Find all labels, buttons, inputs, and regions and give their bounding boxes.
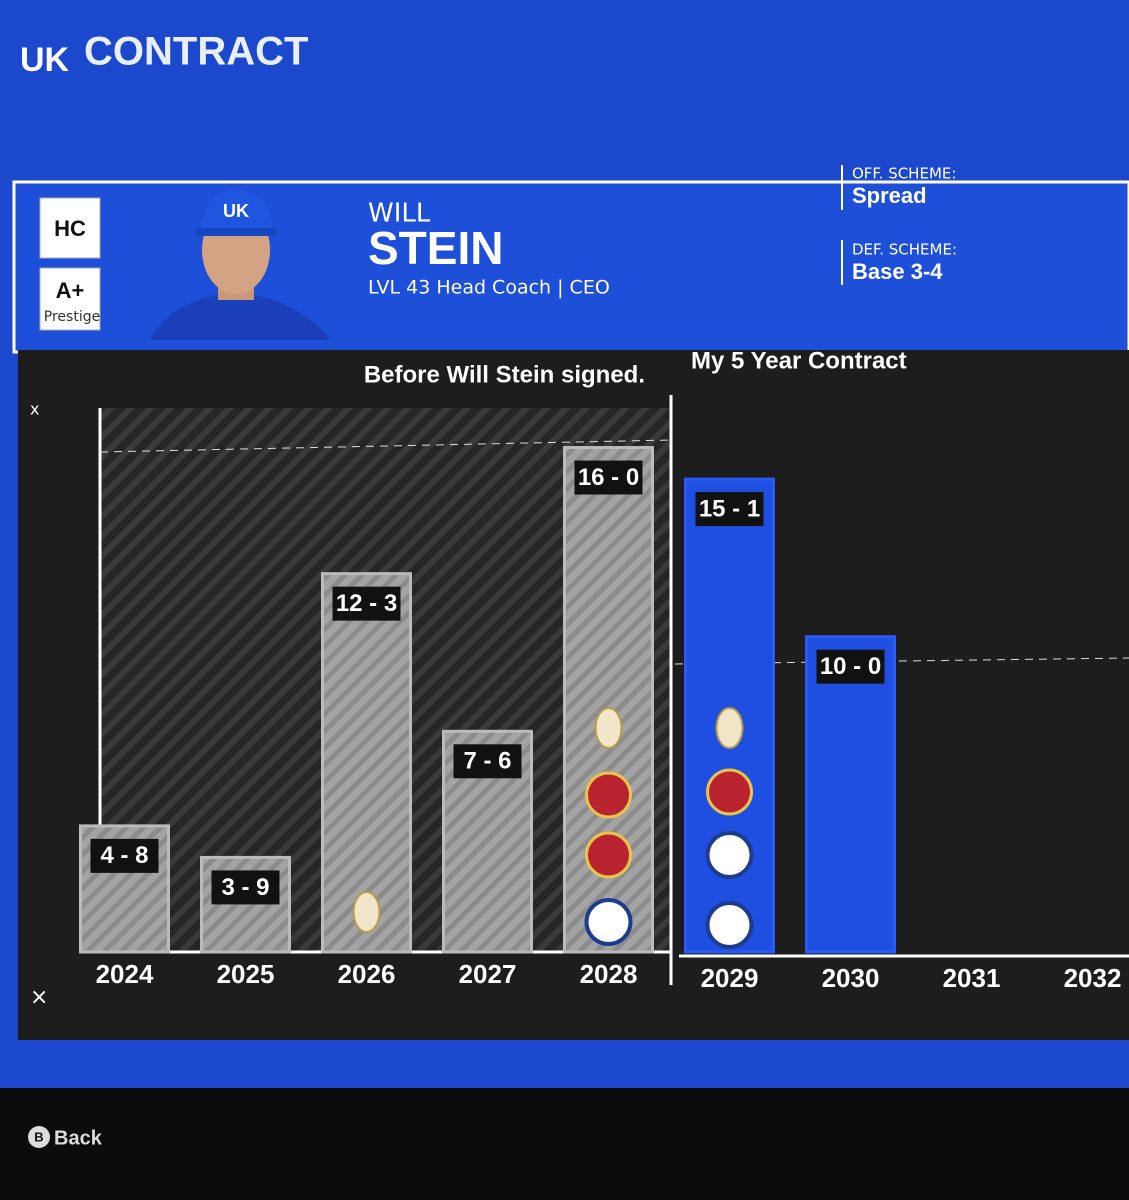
trophy-icon	[594, 707, 623, 749]
value-label-box	[211, 870, 280, 905]
bar	[805, 635, 896, 954]
x-tick-label: 2026	[338, 959, 396, 989]
last-name: STEIN	[368, 222, 503, 274]
value-label: 12 - 3	[336, 590, 397, 617]
bar	[563, 446, 654, 954]
page-title: CONTRACT	[84, 30, 308, 74]
x-tick-label: 2030	[822, 963, 880, 993]
chart: Before Will Stein signed. My 5 Year Contr…	[79, 347, 1129, 993]
value-label: 3 - 9	[221, 874, 269, 901]
conference-icon	[705, 831, 754, 879]
x-tick-label: 2032	[1064, 963, 1122, 993]
x-tick-label: 2024	[96, 959, 154, 989]
bowl-icon	[585, 831, 632, 879]
x-tick-label: 2029	[701, 963, 759, 993]
uk-logo: UK	[20, 41, 70, 79]
conference-icon	[584, 898, 633, 946]
value-label-box	[816, 649, 885, 684]
bowl-icon	[706, 768, 753, 816]
x-tick-label: 2027	[459, 959, 517, 989]
value-label: 10 - 0	[820, 653, 881, 680]
value-label-box	[332, 586, 401, 621]
footer-bar	[0, 1088, 1129, 1200]
svg-text:UK: UK	[223, 201, 249, 221]
value-label: 16 - 0	[578, 464, 639, 491]
play-diagram-mark: x	[30, 400, 39, 419]
bar	[321, 572, 412, 954]
section-title: My 5 Year Contract	[691, 347, 907, 374]
trophy-icon	[715, 707, 744, 749]
bowl-icon	[585, 771, 632, 819]
position: HC	[54, 216, 86, 241]
grade-label: Prestige	[44, 309, 100, 325]
coach-description: LVL 43 Head Coach | CEO	[368, 277, 610, 299]
position-box	[39, 197, 101, 259]
grade-box	[39, 267, 101, 331]
def-scheme-label: DEF. SCHEME:	[852, 241, 957, 259]
first-name: WILL	[368, 199, 431, 229]
off-scheme-label: OFF. SCHEME:	[852, 165, 956, 183]
section-title: Before Will Stein signed.	[364, 361, 645, 388]
x-tick-label: 2025	[217, 959, 275, 989]
def-scheme: Base 3-4	[852, 259, 943, 284]
value-label-box	[453, 744, 522, 779]
value-label-box	[574, 460, 643, 495]
trophy-icon	[352, 891, 381, 933]
x-tick-label: 2031	[943, 963, 1001, 993]
reference-line	[99, 439, 672, 453]
back-action[interactable]: Back	[54, 1127, 103, 1149]
value-label: 15 - 1	[699, 495, 760, 522]
coach-portrait: UK	[150, 190, 330, 340]
button-icon[interactable]	[28, 1126, 50, 1148]
button-letter[interactable]: B	[34, 1129, 43, 1144]
grade: A+	[56, 278, 85, 303]
value-label: 4 - 8	[100, 842, 148, 869]
play-diagram-mark: ×	[30, 985, 48, 1010]
conference-icon	[705, 901, 754, 949]
off-scheme: Spread	[852, 183, 927, 208]
x-tick-label: 2028	[580, 959, 638, 989]
value-label-box	[90, 838, 159, 873]
value-label-box	[695, 492, 764, 527]
value-label: 7 - 6	[463, 748, 511, 775]
